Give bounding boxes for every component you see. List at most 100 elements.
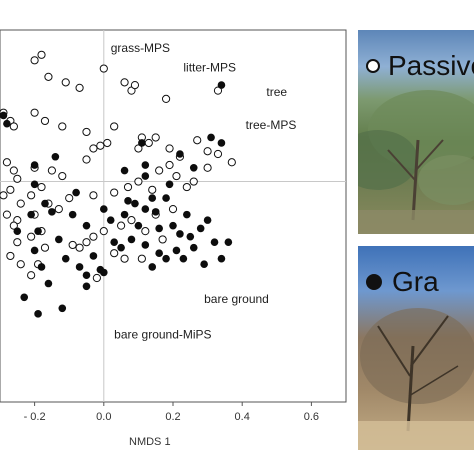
passive-point xyxy=(6,251,15,261)
grazed-point xyxy=(176,150,184,158)
grazed-point xyxy=(155,224,163,233)
passive-point xyxy=(54,205,63,214)
grazed-point xyxy=(141,205,150,213)
passive-point xyxy=(37,182,46,192)
grazed-point xyxy=(72,188,80,197)
passive-point xyxy=(2,210,12,219)
grazed-point xyxy=(224,238,233,246)
passive-point xyxy=(16,199,25,208)
grazed-point xyxy=(200,260,208,269)
passive-point xyxy=(130,81,140,90)
passive-point xyxy=(9,221,18,230)
grazed-point xyxy=(30,161,39,169)
grazed-legend-label: Gra xyxy=(392,266,439,297)
vector-annotation: tree-MPS xyxy=(246,118,297,132)
grazed-point xyxy=(189,163,198,172)
grazed-point xyxy=(61,254,70,263)
passive-point xyxy=(144,138,153,148)
passive-point xyxy=(27,271,36,280)
grazed-point xyxy=(120,210,129,219)
passive-point xyxy=(89,144,98,153)
passive-point xyxy=(213,149,223,159)
grazed-point xyxy=(172,246,181,255)
passive-series xyxy=(0,50,236,283)
grazed-point xyxy=(148,194,157,202)
x-axis-ticks: - 0.2 0.0 0.2 0.4 0.6 xyxy=(24,402,319,423)
grazed-point xyxy=(189,243,198,252)
grazed-point xyxy=(20,293,29,302)
passive-point xyxy=(203,163,212,172)
passive-point xyxy=(137,254,146,263)
passive-legend-label: Passive xyxy=(388,50,474,81)
passive-point xyxy=(16,260,25,269)
grazed-point xyxy=(217,139,226,147)
passive-point xyxy=(2,158,12,167)
grazed-point xyxy=(82,282,91,291)
passive-point xyxy=(165,144,174,153)
grazed-point xyxy=(162,194,170,202)
passive-point xyxy=(103,138,112,148)
grazed-point xyxy=(89,252,98,260)
passive-point xyxy=(75,83,84,92)
grazed-point xyxy=(3,119,11,128)
grazed-point xyxy=(179,254,188,263)
passive-point xyxy=(75,243,84,252)
passive-site-photo: Passive xyxy=(358,30,474,234)
grazed-series xyxy=(0,81,233,318)
passive-point xyxy=(110,188,119,197)
plot-frame xyxy=(0,29,347,403)
grazed-point xyxy=(217,254,226,263)
grazed-point xyxy=(138,139,146,147)
passive-point xyxy=(227,158,236,167)
grazed-point xyxy=(13,227,22,235)
vector-annotation: litter-MPS xyxy=(183,60,236,74)
grazed-point xyxy=(68,210,77,219)
grazed-point xyxy=(120,166,129,175)
grazed-point xyxy=(44,279,53,288)
passive-point xyxy=(203,147,212,156)
grazed-point xyxy=(27,210,35,219)
grazed-point xyxy=(51,152,60,161)
grazed-point xyxy=(75,263,84,271)
passive-point xyxy=(30,56,39,65)
passive-point xyxy=(92,273,101,283)
grazed-point xyxy=(183,210,191,219)
passive-point xyxy=(127,216,136,225)
grazed-point xyxy=(37,263,46,271)
passive-point xyxy=(13,238,22,247)
grazed-point xyxy=(217,81,226,89)
passive-point xyxy=(134,177,143,186)
grazed-point xyxy=(141,241,150,249)
passive-point xyxy=(82,127,91,137)
grazed-site-photo: Gra xyxy=(358,246,474,450)
grazed-point xyxy=(58,304,67,313)
x-tick-label: 0.6 xyxy=(304,411,319,423)
grazed-point xyxy=(186,232,195,241)
passive-point xyxy=(37,50,46,59)
passive-point xyxy=(89,232,98,241)
passive-point xyxy=(165,160,174,170)
passive-point xyxy=(99,64,108,73)
grazed-point xyxy=(82,221,91,230)
passive-point xyxy=(123,182,133,192)
passive-point xyxy=(0,191,8,200)
grazed-point xyxy=(82,271,91,280)
passive-point xyxy=(168,205,178,214)
passive-point xyxy=(40,243,50,252)
grazed-point xyxy=(141,161,150,169)
passive-point xyxy=(44,72,53,81)
passive-point xyxy=(6,185,15,194)
passive-point xyxy=(120,254,129,263)
grazed-point xyxy=(30,180,39,189)
grazed-point xyxy=(165,180,174,189)
passive-point xyxy=(61,78,70,87)
passive-point xyxy=(189,177,198,186)
grazed-point xyxy=(100,205,108,213)
vector-annotation: grass-MPS xyxy=(111,41,170,55)
x-tick-label: 0.4 xyxy=(235,411,250,423)
passive-point xyxy=(30,108,39,117)
passive-point xyxy=(110,122,119,131)
grazed-point xyxy=(100,268,108,277)
passive-point xyxy=(110,249,119,258)
grazed-point xyxy=(34,227,42,235)
